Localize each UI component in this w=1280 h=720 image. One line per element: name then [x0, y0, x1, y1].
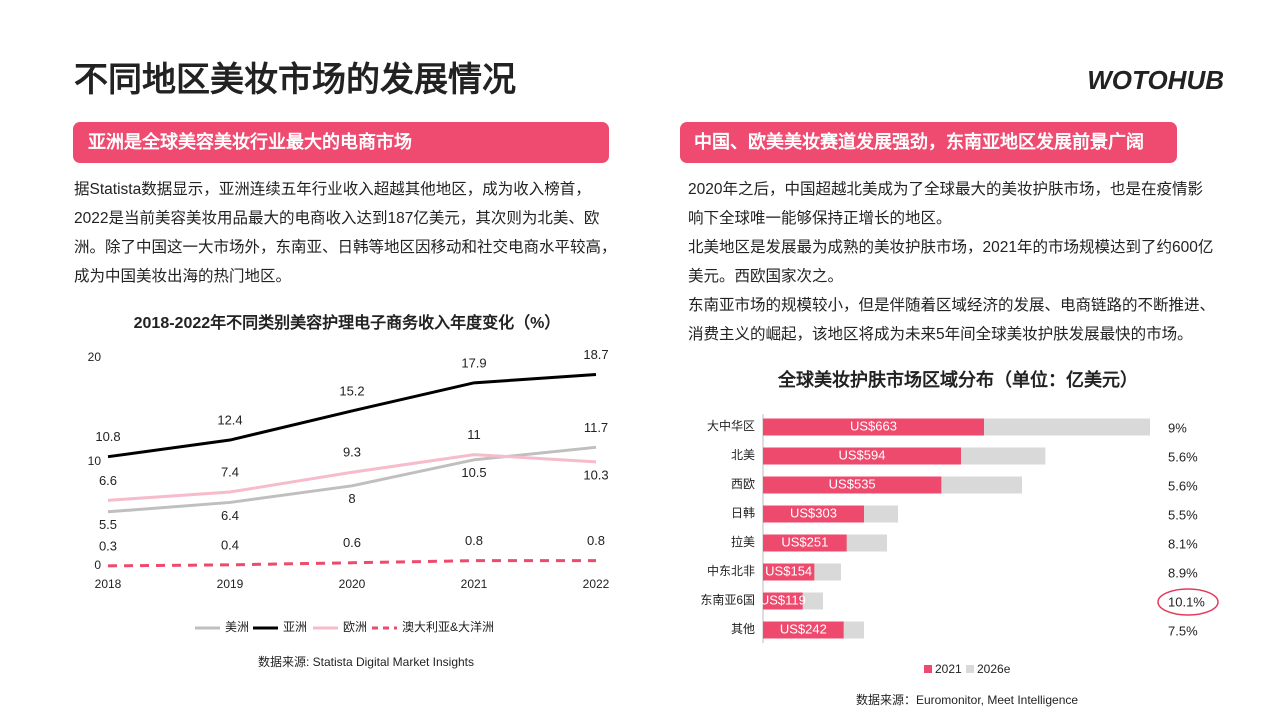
logo: WOTOHUB	[1087, 65, 1224, 95]
legend-label: 2021	[935, 662, 962, 676]
value-label: 10.3	[583, 467, 608, 482]
value-label: 0.6	[343, 535, 361, 550]
y-tick-label: 0	[94, 558, 101, 572]
right-heading: 中国、欧美美妆赛道发展强劲，东南亚地区发展前景广阔	[694, 131, 1144, 152]
y-tick-label: 20	[88, 350, 102, 364]
right-heading-box	[680, 122, 1177, 163]
bar	[763, 563, 815, 581]
growth-label: 5.6%	[1168, 478, 1198, 493]
value-label: 5.5	[99, 517, 117, 532]
legend-label: 澳大利亚&大洋洲	[402, 619, 494, 634]
page-title: 不同地区美妆市场的发展情况	[74, 60, 516, 99]
paragraph-line: 响下全球唯一能够保持正增长的地区。	[688, 209, 952, 227]
x-tick-label: 2021	[461, 577, 488, 591]
paragraph-line: 2022是当前美容美妆用品最大的电商收入达到187亿美元，其次则为北美、欧	[74, 209, 599, 227]
category-label: 东南亚6国	[700, 592, 755, 607]
value-label: US$303	[790, 505, 837, 520]
growth-label: 10.1%	[1168, 594, 1205, 609]
category-label: 其他	[731, 622, 755, 636]
x-tick-label: 2022	[583, 577, 610, 591]
value-label: 6.4	[221, 508, 239, 523]
category-label: 大中华区	[707, 418, 755, 433]
legend-swatch	[966, 665, 974, 673]
x-tick-label: 2020	[339, 577, 366, 591]
value-label: 17.9	[461, 355, 486, 370]
value-label: 0.3	[99, 538, 117, 553]
value-label: 11	[467, 427, 481, 442]
value-label: US$535	[829, 476, 876, 491]
category-label: 拉美	[731, 534, 755, 549]
growth-label: 8.1%	[1168, 536, 1198, 551]
source-note: 数据来源：Euromonitor, Meet Intelligence	[856, 692, 1078, 707]
value-label: 18.7	[583, 347, 608, 362]
value-label: US$663	[850, 418, 897, 433]
legend-label: 美洲	[225, 620, 249, 634]
value-label: US$251	[781, 534, 828, 549]
value-label: US$594	[839, 447, 886, 462]
value-label: 0.8	[465, 533, 483, 548]
bar	[763, 592, 803, 610]
value-label: 0.8	[587, 533, 605, 548]
category-label: 西欧	[731, 477, 755, 491]
x-tick-label: 2018	[95, 577, 122, 591]
legend-label: 欧洲	[343, 620, 367, 634]
value-label: 12.4	[217, 412, 242, 427]
paragraph-line: 洲。除了中国这一大市场外，东南亚、日韩等地区因移动和社交电商水平较高，	[74, 238, 617, 256]
value-label: US$242	[780, 621, 827, 636]
growth-label: 5.6%	[1168, 449, 1198, 464]
value-label: 7.4	[221, 464, 239, 479]
paragraph-line: 美元。西欧国家次之。	[688, 267, 843, 285]
bar	[763, 476, 942, 494]
bar	[763, 447, 961, 465]
left-heading-box	[73, 122, 609, 163]
paragraph-line: 据Statista数据显示，亚洲连续五年行业收入超越其他地区，成为收入榜首，	[74, 180, 591, 198]
value-label: 10.8	[95, 429, 120, 444]
value-label: 9.3	[343, 445, 361, 460]
value-label: US$119	[760, 592, 806, 607]
growth-label: 8.9%	[1168, 565, 1198, 580]
legend-label: 亚洲	[283, 620, 307, 634]
line-series	[107, 373, 597, 459]
line-series	[107, 453, 597, 502]
bar	[763, 621, 844, 639]
value-label: 0.4	[221, 537, 239, 552]
value-label: 15.2	[339, 383, 364, 398]
paragraph-line: 东南亚市场的规模较小，但是伴随着区域经济的发展、电商链路的不断推进、	[688, 296, 1215, 314]
value-label: US$154	[765, 563, 812, 578]
bar	[763, 505, 864, 523]
value-label: 8	[348, 491, 355, 506]
category-label: 北美	[731, 448, 755, 462]
source-note: 数据来源: Statista Digital Market Insights	[258, 654, 474, 669]
paragraph-line: 北美地区是发展最为成熟的美妆护肤市场，2021年的市场规模达到了约600亿	[688, 238, 1213, 256]
growth-label: 9%	[1168, 420, 1187, 435]
value-label: 11.7	[584, 420, 608, 435]
paragraph-line: 成为中国美妆出海的热门地区。	[74, 267, 291, 285]
category-label: 中东北非	[707, 563, 755, 578]
value-label: 10.5	[461, 465, 486, 480]
growth-label: 5.5%	[1168, 507, 1198, 522]
value-label: 6.6	[99, 473, 117, 488]
chart-title: 全球美妆护肤市场区域分布（单位：亿美元）	[777, 369, 1138, 390]
chart-title: 2018-2022年不同类别美容护理电子商务收入年度变化（%）	[134, 313, 561, 332]
bar	[763, 534, 847, 552]
category-label: 日韩	[731, 505, 755, 520]
line-series	[107, 559, 596, 568]
left-heading: 亚洲是全球美容美妆行业最大的电商市场	[88, 131, 412, 152]
bar	[763, 418, 984, 436]
paragraph-line: 消费主义的崛起，该地区将成为未来5年间全球美妆护肤发展最快的市场。	[688, 325, 1193, 343]
legend-swatch	[924, 665, 932, 673]
highlight-circle	[1157, 588, 1219, 616]
growth-label: 7.5%	[1168, 623, 1198, 638]
x-tick-label: 2019	[217, 577, 244, 591]
legend-label: 2026e	[977, 662, 1011, 676]
paragraph-line: 2020年之后，中国超越北美成为了全球最大的美妆护肤市场，也是在疫情影	[688, 180, 1203, 198]
y-tick-label: 10	[88, 454, 102, 468]
